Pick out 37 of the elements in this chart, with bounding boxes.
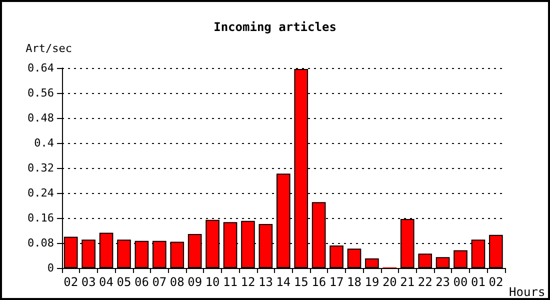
x-tick-label: 00 <box>453 275 468 289</box>
x-tick-label: 05 <box>116 275 132 289</box>
y-axis-title: Art/sec <box>26 42 72 55</box>
y-tick-label: 0.08 <box>28 236 54 250</box>
x-tick-label: 21 <box>400 275 415 289</box>
x-tick-label: 15 <box>294 275 308 289</box>
x-tick-label: 04 <box>99 275 114 289</box>
x-axis-title: Hours <box>509 285 546 299</box>
x-tick-label: 09 <box>188 275 202 289</box>
x-tick-label: 02 <box>488 275 504 289</box>
x-tick-label: 17 <box>329 275 344 289</box>
x-tick-label: 19 <box>364 275 380 289</box>
x-tick-label: 18 <box>347 275 362 289</box>
x-tick-label: 10 <box>205 275 220 289</box>
x-tick-label: 16 <box>312 275 326 289</box>
y-tick-label: 0.16 <box>28 212 54 224</box>
y-tick-label: 0.64 <box>28 62 54 74</box>
x-tick-label: 02 <box>64 275 78 289</box>
x-tick-label: 22 <box>418 275 432 289</box>
x-tick-label: 14 <box>276 275 291 289</box>
x-tick-label: 11 <box>223 275 238 289</box>
chart-title: Incoming articles <box>214 20 336 34</box>
x-tick-label: 06 <box>134 275 149 289</box>
x-tick-label: 13 <box>258 275 273 289</box>
x-tick-label: 01 <box>471 275 486 289</box>
y-tick-label: 0 <box>47 262 54 274</box>
y-tick-label: 0.32 <box>28 162 54 174</box>
x-tick-label: 20 <box>382 275 397 289</box>
x-tick-label: 08 <box>170 275 184 289</box>
y-tick-label: 0.48 <box>28 112 54 124</box>
x-tick-label: 03 <box>81 275 96 289</box>
x-tick-label: 07 <box>152 275 167 289</box>
y-tick-label: 0.24 <box>28 186 54 200</box>
y-tick-label: 0.56 <box>28 86 54 100</box>
y-tick-label: 0.4 <box>34 136 54 150</box>
x-tick-label: 12 <box>240 275 256 289</box>
x-tick-label: 23 <box>436 275 450 289</box>
